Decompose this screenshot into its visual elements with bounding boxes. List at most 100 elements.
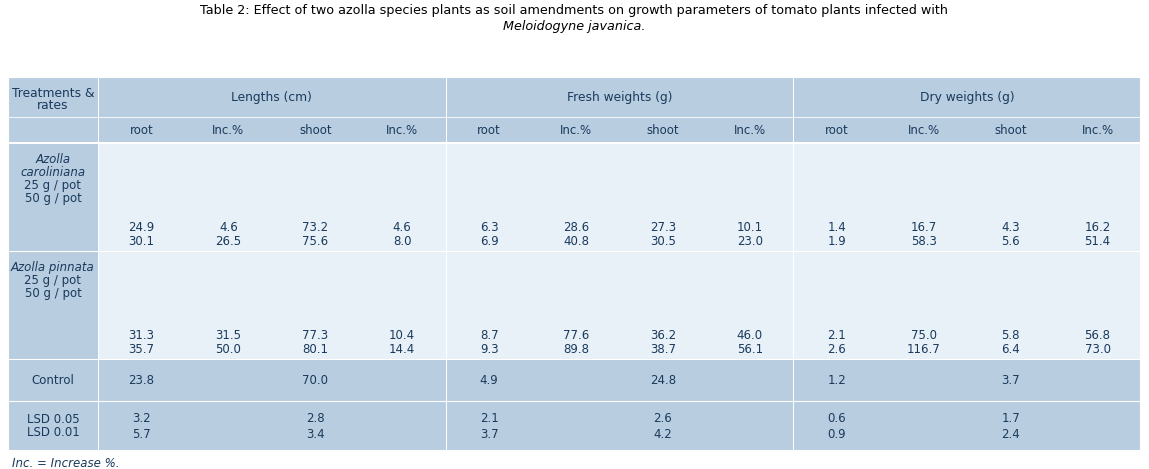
Text: Inc. = Increase %.: Inc. = Increase %. <box>11 457 119 469</box>
Text: 31.5: 31.5 <box>215 328 241 341</box>
Text: 56.8: 56.8 <box>1085 328 1111 341</box>
Text: 6.9: 6.9 <box>480 234 499 248</box>
Bar <box>98 251 1141 359</box>
Text: Dry weights (g): Dry weights (g) <box>920 91 1015 104</box>
Text: 1.7: 1.7 <box>1001 411 1020 424</box>
Text: 70.0: 70.0 <box>302 373 329 386</box>
Text: Treatments &: Treatments & <box>11 86 94 99</box>
Text: 28.6: 28.6 <box>563 220 589 234</box>
Bar <box>98 143 1141 251</box>
Text: 6.4: 6.4 <box>1001 342 1020 356</box>
Text: 58.3: 58.3 <box>911 234 936 248</box>
Text: 24.8: 24.8 <box>650 373 676 386</box>
Text: 3.7: 3.7 <box>480 428 499 440</box>
Bar <box>8 359 98 401</box>
Bar <box>8 251 98 359</box>
Text: 16.7: 16.7 <box>911 220 936 234</box>
Text: 2.8: 2.8 <box>306 411 325 424</box>
Text: 5.6: 5.6 <box>1001 234 1020 248</box>
Text: 56.1: 56.1 <box>737 342 763 356</box>
Bar <box>8 401 98 451</box>
Text: Control: Control <box>31 373 75 386</box>
Text: 5.8: 5.8 <box>1002 328 1020 341</box>
Text: Azolla pinnata: Azolla pinnata <box>11 261 95 274</box>
Text: Azolla: Azolla <box>36 153 70 166</box>
Text: 8.0: 8.0 <box>393 234 411 248</box>
Text: 25 g / pot: 25 g / pot <box>24 179 82 192</box>
Text: 30.1: 30.1 <box>129 234 154 248</box>
Text: 0.9: 0.9 <box>827 428 846 440</box>
Text: 4.6: 4.6 <box>219 220 238 234</box>
Text: 16.2: 16.2 <box>1085 220 1111 234</box>
Text: Lengths (cm): Lengths (cm) <box>231 91 313 104</box>
Text: 23.0: 23.0 <box>737 234 763 248</box>
Text: 75.0: 75.0 <box>911 328 936 341</box>
Text: 0.6: 0.6 <box>827 411 846 424</box>
Text: Inc.%: Inc.% <box>213 123 245 136</box>
Text: 73.2: 73.2 <box>302 220 329 234</box>
Text: 73.0: 73.0 <box>1085 342 1111 356</box>
Text: 9.3: 9.3 <box>480 342 499 356</box>
Text: Inc.%: Inc.% <box>908 123 940 136</box>
Bar <box>98 401 1141 451</box>
Text: caroliniana: caroliniana <box>21 166 85 179</box>
Text: Meloidogyne javanica.: Meloidogyne javanica. <box>503 20 646 33</box>
Text: LSD 0.05: LSD 0.05 <box>26 413 79 426</box>
Text: Fresh weights (g): Fresh weights (g) <box>566 91 672 104</box>
Text: 80.1: 80.1 <box>302 342 329 356</box>
Bar <box>8 117 1141 143</box>
Text: 8.7: 8.7 <box>480 328 499 341</box>
Text: 23.8: 23.8 <box>129 373 154 386</box>
Text: shoot: shoot <box>647 123 679 136</box>
Text: 5.7: 5.7 <box>132 428 151 440</box>
Text: 2.4: 2.4 <box>1001 428 1020 440</box>
Text: 26.5: 26.5 <box>215 234 241 248</box>
Text: 30.5: 30.5 <box>650 234 676 248</box>
Text: 3.4: 3.4 <box>306 428 325 440</box>
Text: 4.3: 4.3 <box>1001 220 1020 234</box>
Bar <box>8 77 1141 117</box>
Text: 25 g / pot: 25 g / pot <box>24 274 82 287</box>
Text: 10.1: 10.1 <box>737 220 763 234</box>
Text: rates: rates <box>37 98 69 112</box>
Text: 1.2: 1.2 <box>827 373 846 386</box>
Text: root: root <box>477 123 501 136</box>
Text: 1.4: 1.4 <box>827 220 846 234</box>
Text: 2.6: 2.6 <box>654 411 672 424</box>
Text: 51.4: 51.4 <box>1085 234 1111 248</box>
Text: 2.1: 2.1 <box>480 411 499 424</box>
Text: 77.6: 77.6 <box>563 328 589 341</box>
Text: 40.8: 40.8 <box>563 234 589 248</box>
Text: 38.7: 38.7 <box>650 342 676 356</box>
Text: 46.0: 46.0 <box>737 328 763 341</box>
Text: 27.3: 27.3 <box>650 220 676 234</box>
Text: 75.6: 75.6 <box>302 234 329 248</box>
Text: 2.1: 2.1 <box>827 328 846 341</box>
Text: Inc.%: Inc.% <box>386 123 418 136</box>
Text: 50 g / pot: 50 g / pot <box>24 192 82 205</box>
Bar <box>8 77 1141 451</box>
Text: 36.2: 36.2 <box>650 328 676 341</box>
Text: Inc.%: Inc.% <box>1081 123 1113 136</box>
Text: 3.2: 3.2 <box>132 411 151 424</box>
Text: 4.6: 4.6 <box>393 220 411 234</box>
Text: shoot: shoot <box>299 123 332 136</box>
Text: 2.6: 2.6 <box>827 342 846 356</box>
Text: 6.3: 6.3 <box>480 220 499 234</box>
Text: 4.2: 4.2 <box>654 428 672 440</box>
Text: 50.0: 50.0 <box>216 342 241 356</box>
Text: LSD 0.01: LSD 0.01 <box>26 426 79 439</box>
Text: Inc.%: Inc.% <box>560 123 592 136</box>
Bar <box>8 143 98 251</box>
Text: 116.7: 116.7 <box>907 342 941 356</box>
Text: 35.7: 35.7 <box>129 342 154 356</box>
Text: Inc.%: Inc.% <box>734 123 766 136</box>
Text: shoot: shoot <box>994 123 1027 136</box>
Text: 24.9: 24.9 <box>129 220 155 234</box>
Text: 14.4: 14.4 <box>390 342 415 356</box>
Text: 31.3: 31.3 <box>129 328 154 341</box>
Text: Table 2: Effect of two azolla species plants as soil amendments on growth parame: Table 2: Effect of two azolla species pl… <box>200 4 948 17</box>
Text: 50 g / pot: 50 g / pot <box>24 287 82 300</box>
Text: root: root <box>130 123 153 136</box>
Text: 89.8: 89.8 <box>563 342 589 356</box>
